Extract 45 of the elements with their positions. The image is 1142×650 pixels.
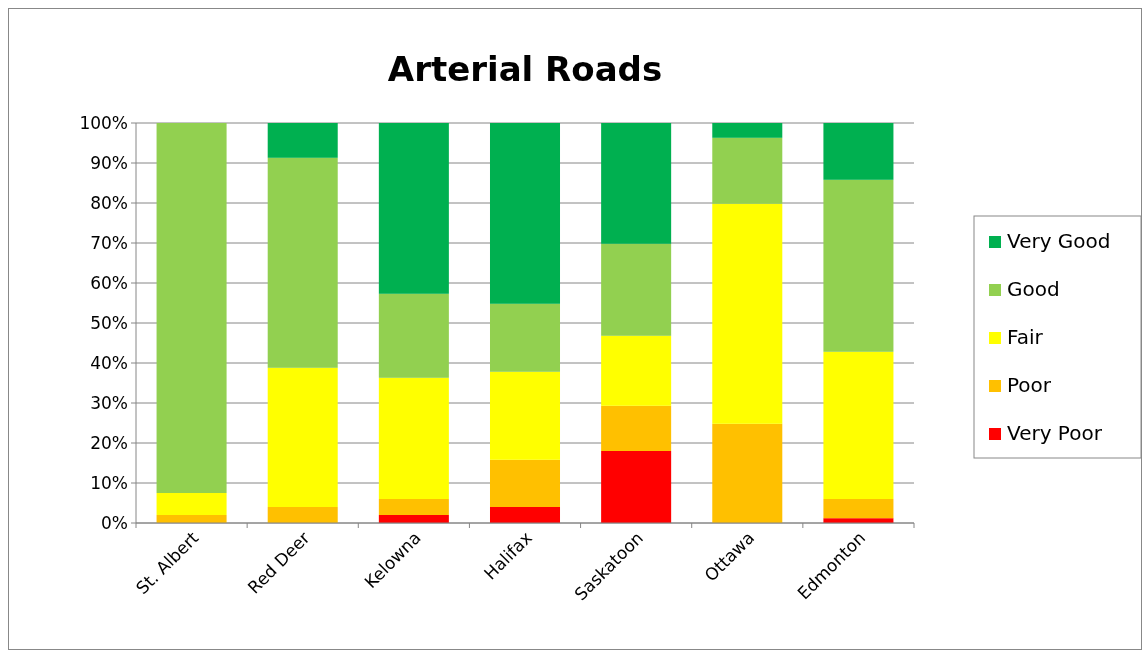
bar	[601, 451, 672, 523]
bar	[378, 377, 449, 499]
bar	[712, 203, 783, 424]
legend-label: Fair	[1007, 325, 1044, 349]
bar	[489, 459, 561, 507]
bar	[267, 157, 338, 368]
legend-label: Good	[1007, 277, 1060, 301]
y-tick-label: 60%	[90, 273, 128, 293]
bar	[823, 179, 894, 352]
bar	[156, 493, 227, 515]
bar	[378, 499, 449, 515]
bar	[267, 507, 338, 523]
bar	[378, 293, 449, 378]
legend-label: Very Good	[1007, 229, 1111, 253]
bar	[823, 123, 894, 180]
legend-label: Very Poor	[1007, 421, 1103, 445]
bar	[712, 123, 783, 138]
bar	[489, 507, 561, 523]
bar	[712, 137, 783, 204]
legend-label: Poor	[1007, 373, 1052, 397]
chart-title: Arterial Roads	[387, 49, 663, 89]
bar	[489, 303, 561, 372]
bar	[601, 405, 672, 451]
bar	[267, 123, 338, 158]
y-tick-label: 10%	[90, 473, 128, 493]
y-tick-label: 80%	[90, 193, 128, 213]
bar	[601, 123, 672, 244]
y-tick-label: 20%	[90, 433, 128, 453]
bar	[823, 351, 894, 499]
y-tick-label: 30%	[90, 393, 128, 413]
bar	[823, 499, 894, 519]
y-tick-label: 0%	[101, 513, 128, 533]
y-tick-label: 40%	[90, 353, 128, 373]
bar	[712, 423, 783, 523]
bar	[601, 335, 672, 406]
y-tick-label: 70%	[90, 233, 128, 253]
bar	[601, 243, 672, 336]
bar	[489, 371, 561, 460]
y-tick-label: 50%	[90, 313, 128, 333]
y-tick-label: 100%	[79, 113, 128, 133]
bar	[489, 123, 561, 304]
y-tick-label: 90%	[90, 153, 128, 173]
bar	[156, 123, 227, 493]
bar	[378, 123, 449, 294]
bar	[267, 367, 338, 507]
